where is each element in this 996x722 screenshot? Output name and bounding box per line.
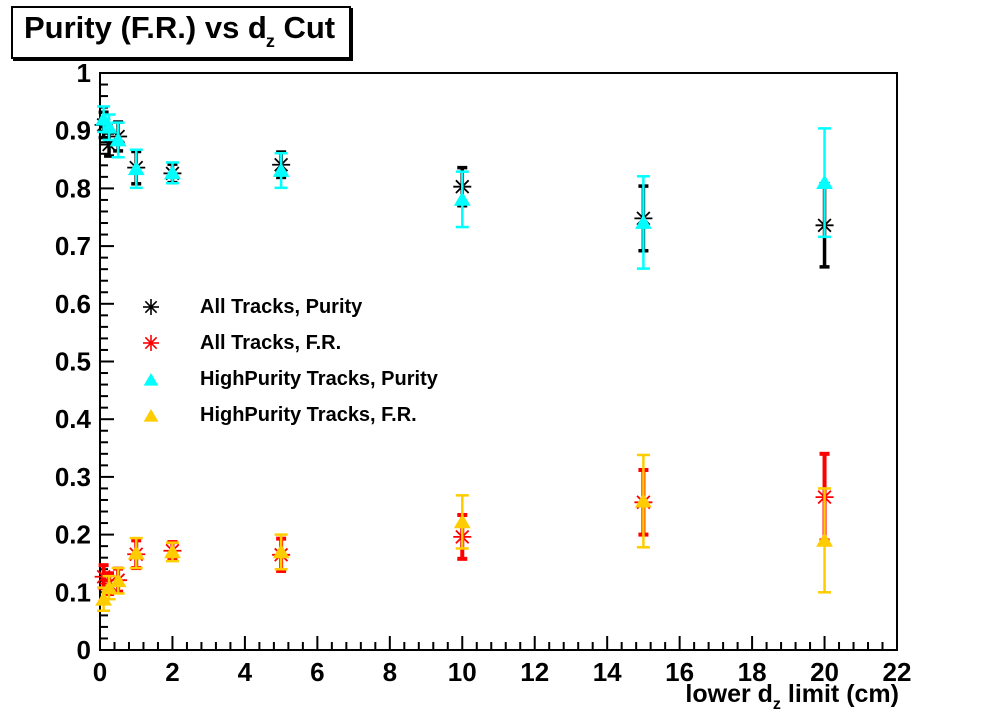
asterisk-marker-icon — [136, 331, 166, 355]
y-tick-label: 0.5 — [55, 347, 91, 377]
x-tick-label: 22 — [883, 657, 912, 687]
y-tick-label: 0.4 — [55, 404, 92, 434]
triangle-marker — [453, 191, 471, 206]
asterisk-marker — [143, 299, 159, 315]
x-tick-label: 16 — [665, 657, 694, 687]
x-axis-label: lower dz limit (cm) — [685, 680, 899, 713]
legend-item-all-tracks-purity: All Tracks, Purity — [136, 289, 438, 325]
triangle-marker — [143, 409, 159, 422]
legend-item-highpurity-tracks-fr: HighPurity Tracks, F.R. — [136, 397, 438, 433]
y-tick-label: 0.2 — [55, 520, 91, 550]
y-tick-label: 0.8 — [55, 173, 91, 203]
plot-title-text: Purity (F.R.) vs d — [24, 10, 267, 45]
series-3 — [95, 453, 833, 613]
triangle-marker-icon — [136, 367, 166, 391]
x-tick-label: 6 — [310, 657, 324, 687]
triangle-marker — [164, 164, 181, 180]
legend: All Tracks, Purity All Tracks, F.R. High… — [136, 289, 438, 433]
series-2 — [95, 105, 833, 270]
triangle-marker — [816, 532, 833, 547]
y-tick-label: 1 — [77, 58, 91, 88]
y-tick-label: 0.3 — [55, 462, 91, 492]
legend-label: HighPurity Tracks, F.R. — [200, 403, 417, 426]
triangle-marker — [95, 591, 113, 606]
triangle-marker — [127, 160, 145, 176]
x-tick-label: 20 — [810, 657, 839, 687]
legend-item-highpurity-tracks-purity: HighPurity Tracks, Purity — [136, 361, 438, 397]
legend-label: HighPurity Tracks, Purity — [200, 367, 438, 390]
triangle-marker — [453, 513, 471, 529]
x-tick-label: 10 — [448, 657, 477, 687]
triangle-marker — [109, 572, 127, 588]
plot-title-subscript: z — [265, 30, 275, 51]
x-tick-label: 8 — [383, 657, 397, 687]
y-tick-label: 0 — [77, 635, 91, 665]
legend-item-all-tracks-fr: All Tracks, F.R. — [136, 325, 438, 361]
x-tick-label: 2 — [165, 657, 179, 687]
asterisk-marker — [143, 335, 159, 351]
x-tick-label: 0 — [93, 657, 107, 687]
plot-title-suffix: Cut — [274, 10, 336, 45]
triangle-marker — [100, 579, 118, 595]
y-tick-label: 0.1 — [55, 577, 91, 607]
y-tick-label: 0.6 — [55, 289, 91, 319]
triangle-marker — [127, 545, 145, 560]
triangle-marker — [272, 162, 290, 177]
legend-label: All Tracks, Purity — [200, 295, 363, 318]
triangle-marker — [164, 543, 181, 559]
series-0 — [94, 110, 834, 269]
triangle-marker — [816, 174, 833, 190]
x-tick-label: 12 — [520, 657, 549, 687]
asterisk-marker-icon — [136, 295, 166, 319]
triangle-marker — [100, 119, 118, 134]
triangle-marker — [635, 493, 652, 508]
triangle-marker — [272, 543, 290, 559]
x-tick-label: 14 — [593, 657, 622, 687]
triangle-marker — [635, 214, 652, 229]
triangle-marker — [109, 131, 127, 147]
y-tick-label: 0.9 — [55, 116, 91, 146]
triangle-marker — [143, 373, 159, 386]
x-tick-label: 18 — [738, 657, 767, 687]
y-tick-label: 0.7 — [55, 231, 91, 261]
triangle-marker-icon — [136, 403, 166, 427]
plot-title-box: Purity (F.R.) vs dz Cut — [11, 6, 352, 59]
x-tick-label: 4 — [238, 657, 253, 687]
legend-label: All Tracks, F.R. — [200, 331, 342, 354]
